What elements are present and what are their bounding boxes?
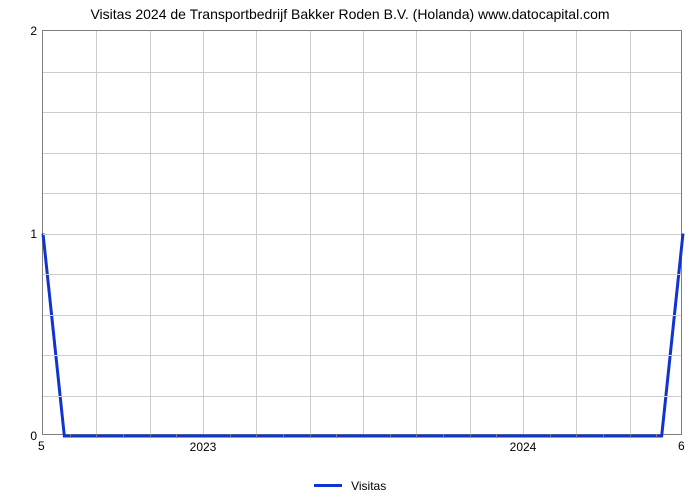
x-minor-tick — [256, 434, 257, 438]
x-minor-tick — [310, 434, 311, 438]
gridline-vertical — [523, 31, 524, 434]
legend: Visitas — [0, 478, 700, 493]
x-tick-label: 2024 — [510, 440, 537, 454]
gridline-horizontal — [43, 153, 681, 154]
legend-swatch — [314, 484, 342, 487]
x-minor-tick — [603, 434, 604, 438]
x-tick-label: 2023 — [190, 440, 217, 454]
x-minor-tick — [470, 434, 471, 438]
plot-area: 01220232024 — [42, 30, 682, 435]
gridline-vertical — [630, 31, 631, 434]
gridline-vertical — [470, 31, 471, 434]
chart-title: Visitas 2024 de Transportbedrijf Bakker … — [0, 6, 700, 22]
corner-label-right: 6 — [678, 439, 685, 453]
x-minor-tick — [70, 434, 71, 438]
gridline-horizontal — [43, 355, 681, 356]
gridline-vertical — [96, 31, 97, 434]
chart-container: Visitas 2024 de Transportbedrijf Bakker … — [0, 0, 700, 500]
gridline-vertical — [416, 31, 417, 434]
gridline-horizontal — [43, 274, 681, 275]
x-minor-tick — [550, 434, 551, 438]
y-tick-label: 2 — [30, 24, 37, 38]
gridline-horizontal — [43, 315, 681, 316]
gridline-vertical — [310, 31, 311, 434]
gridline-horizontal — [43, 72, 681, 73]
x-minor-tick — [96, 434, 97, 438]
gridline-horizontal — [43, 234, 681, 235]
x-minor-tick — [576, 434, 577, 438]
x-minor-tick — [630, 434, 631, 438]
x-minor-tick — [123, 434, 124, 438]
x-minor-tick — [656, 434, 657, 438]
x-minor-tick — [283, 434, 284, 438]
x-minor-tick — [443, 434, 444, 438]
gridline-vertical — [256, 31, 257, 434]
y-tick-label: 1 — [30, 227, 37, 241]
corner-label-left: 5 — [38, 439, 45, 453]
x-minor-tick — [230, 434, 231, 438]
gridline-vertical — [576, 31, 577, 434]
gridline-horizontal — [43, 193, 681, 194]
legend-label: Visitas — [351, 479, 386, 493]
gridline-vertical — [150, 31, 151, 434]
x-minor-tick — [176, 434, 177, 438]
x-minor-tick — [416, 434, 417, 438]
x-minor-tick — [496, 434, 497, 438]
y-tick-label: 0 — [30, 429, 37, 443]
gridline-horizontal — [43, 396, 681, 397]
gridline-vertical — [363, 31, 364, 434]
gridline-horizontal — [43, 112, 681, 113]
x-minor-tick — [390, 434, 391, 438]
x-minor-tick — [150, 434, 151, 438]
gridline-vertical — [203, 31, 204, 434]
x-minor-tick — [336, 434, 337, 438]
